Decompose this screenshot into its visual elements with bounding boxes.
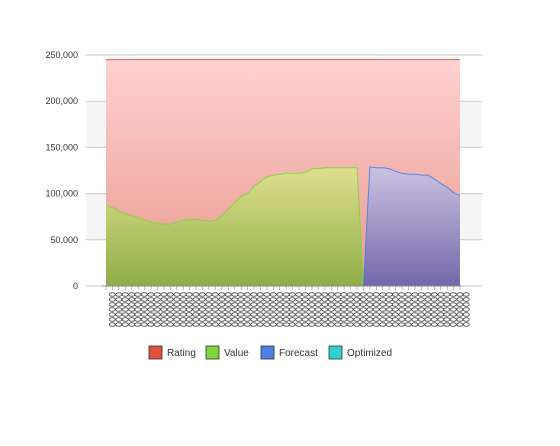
x-tick-label: 0000000 (184, 292, 194, 327)
area-value (106, 167, 364, 286)
x-tick-label: 0000000 (313, 292, 323, 327)
x-tick-label: 0000000 (242, 292, 252, 327)
x-tick-label: 0000000 (126, 292, 136, 327)
x-tick-label: 0000000 (352, 292, 362, 327)
x-tick-label: 0000000 (435, 292, 445, 327)
legend-label-optimized: Optimized (347, 348, 392, 359)
x-tick-label: 0000000 (171, 292, 181, 327)
x-tick-label: 0000000 (191, 292, 201, 327)
y-tick-label: 250,000 (45, 50, 78, 60)
x-tick-label: 0000000 (261, 292, 271, 327)
x-tick-label: 0000000 (455, 292, 465, 327)
x-tick-label: 0000000 (236, 292, 246, 327)
x-tick-label: 0000000 (332, 292, 342, 327)
legend-label-rating: Rating (167, 348, 196, 359)
x-axis: 0000000000000000000000000000000000000000… (102, 285, 471, 327)
x-tick-label: 0000000 (113, 292, 123, 327)
x-tick-label: 0000000 (229, 292, 239, 327)
line-value (105, 167, 364, 287)
y-axis: 0 50,000 100,000 150,000 200,000 250,000 (45, 50, 78, 291)
x-tick-label: 0000000 (461, 292, 471, 327)
x-tick-label: 0000000 (133, 292, 143, 327)
x-tick-label: 0000000 (300, 292, 310, 327)
area-forecast (363, 166, 460, 286)
x-tick-label: 0000000 (158, 292, 168, 327)
x-tick-label: 0000000 (442, 292, 452, 327)
x-tick-label: 0000000 (274, 292, 284, 327)
x-tick-label: 0000000 (146, 292, 156, 327)
y-tick-label: 100,000 (45, 189, 78, 199)
x-tick-label: 0000000 (223, 292, 233, 327)
x-tick-label: 0000000 (249, 292, 259, 327)
x-tick-label: 0000000 (281, 292, 291, 327)
x-tick-label: 0000000 (403, 292, 413, 327)
y-tick-label: 150,000 (45, 142, 78, 152)
x-tick-label: 0000000 (364, 292, 374, 327)
x-tick-label: 0000000 (216, 292, 226, 327)
x-tick-label: 0000000 (410, 292, 420, 327)
legend-label-value: Value (224, 348, 249, 359)
legend-label-forecast: Forecast (279, 348, 318, 359)
y-tick-label: 0 (73, 281, 78, 291)
x-tick-label: 0000000 (139, 292, 149, 327)
legend-swatch-forecast (260, 345, 275, 360)
x-tick-label: 0000000 (319, 292, 329, 327)
x-tick-label: 0000000 (307, 292, 317, 327)
x-tick-label: 0000000 (294, 292, 304, 327)
x-tick-label: 0000000 (152, 292, 162, 327)
legend-swatch-optimized (328, 345, 343, 360)
x-tick-label: 0000000 (384, 292, 394, 327)
x-tick-label: 0000000 (358, 292, 368, 327)
legend-swatch-value (205, 345, 220, 360)
x-tick-label: 0000000 (345, 292, 355, 327)
x-tick-label: 0000000 (448, 292, 458, 327)
x-tick-label: 0000000 (287, 292, 297, 327)
legend-swatch-rating (148, 345, 163, 360)
x-tick-label: 0000000 (204, 292, 214, 327)
x-tick-label: 0000000 (255, 292, 265, 327)
x-tick-label: 0000000 (371, 292, 381, 327)
y-tick-label: 200,000 (45, 96, 78, 106)
x-tick-label: 0000000 (422, 292, 432, 327)
y-tick-label: 50,000 (50, 235, 78, 245)
x-tick-label: 0000000 (326, 292, 336, 327)
x-tick-label: 0000000 (397, 292, 407, 327)
line-forecast (362, 166, 461, 287)
x-tick-label: 0000000 (165, 292, 175, 327)
x-tick-label: 0000000 (268, 292, 278, 327)
series-areas (105, 59, 461, 287)
x-tick-label: 0000000 (429, 292, 439, 327)
x-tick-label: 0000000 (107, 292, 117, 327)
x-tick-label: 0000000 (339, 292, 349, 327)
x-tick-label: 0000000 (210, 292, 220, 327)
legend: Rating Value Forecast Optimized (148, 345, 392, 360)
x-tick-label: 0000000 (377, 292, 387, 327)
x-tick-label: 0000000 (178, 292, 188, 327)
x-tick-label: 0000000 (416, 292, 426, 327)
x-tick-label: 0000000 (197, 292, 207, 327)
x-tick-label: 0000000 (390, 292, 400, 327)
x-tick-label: 0000000 (120, 292, 130, 327)
